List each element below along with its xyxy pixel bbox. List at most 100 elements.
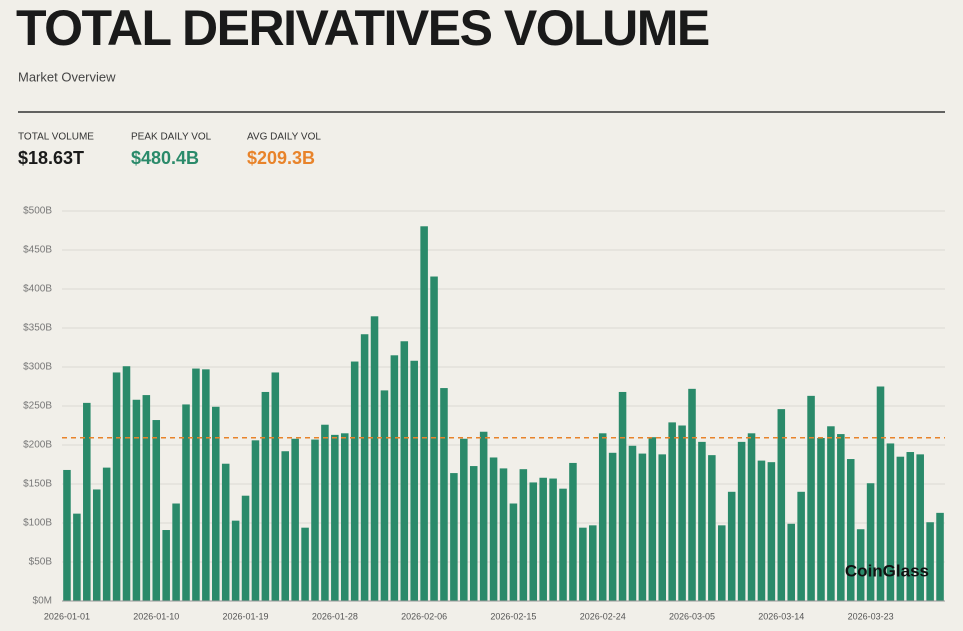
bar bbox=[876, 386, 885, 601]
bar bbox=[479, 431, 488, 601]
x-tick-label: 2026-01-19 bbox=[223, 611, 269, 621]
watermark: CoinGlass bbox=[845, 561, 929, 580]
bar bbox=[162, 530, 170, 601]
bar bbox=[807, 395, 815, 601]
bar bbox=[83, 402, 91, 601]
bar bbox=[579, 527, 587, 601]
y-tick-label: $250B bbox=[23, 401, 52, 412]
bar bbox=[132, 399, 141, 601]
bar bbox=[420, 226, 428, 601]
y-tick-label: $350B bbox=[23, 323, 52, 334]
bar bbox=[73, 513, 81, 601]
bar bbox=[430, 276, 438, 601]
bar bbox=[598, 433, 607, 601]
stat-value: $480.4B bbox=[131, 148, 199, 168]
x-tick-label: 2026-03-14 bbox=[758, 611, 804, 621]
bar bbox=[708, 455, 716, 601]
chart-subtitle: Market Overview bbox=[18, 69, 116, 84]
y-tick-label: $500B bbox=[23, 206, 52, 217]
bar bbox=[212, 406, 220, 601]
bar bbox=[231, 520, 240, 601]
bar bbox=[856, 529, 865, 601]
y-tick-label: $200B bbox=[23, 440, 52, 451]
bar bbox=[866, 483, 875, 601]
y-tick-label: $300B bbox=[23, 362, 52, 373]
bar bbox=[648, 437, 657, 601]
bar bbox=[698, 441, 706, 601]
stat-label: TOTAL VOLUME bbox=[18, 132, 94, 143]
bar bbox=[827, 426, 835, 601]
bar bbox=[896, 456, 905, 601]
bar bbox=[261, 391, 270, 601]
bar bbox=[390, 355, 399, 601]
bar bbox=[589, 525, 597, 601]
bar bbox=[410, 360, 418, 601]
bar bbox=[559, 488, 567, 601]
x-tick-label: 2026-02-06 bbox=[401, 611, 447, 621]
x-tick-label: 2026-01-01 bbox=[44, 611, 90, 621]
bar bbox=[767, 462, 776, 601]
bar bbox=[360, 334, 369, 601]
bar bbox=[311, 439, 319, 601]
bar bbox=[321, 424, 329, 601]
bar bbox=[469, 466, 478, 601]
bar bbox=[172, 503, 180, 601]
bar bbox=[678, 425, 686, 601]
bar bbox=[737, 441, 746, 601]
chart-title: TOTAL DERIVATIVES VOLUME bbox=[16, 0, 709, 56]
stat-value: $18.63T bbox=[18, 148, 84, 168]
bar bbox=[92, 489, 101, 601]
bar bbox=[926, 522, 934, 601]
bar bbox=[846, 459, 855, 601]
bar bbox=[906, 452, 915, 601]
bar bbox=[747, 433, 756, 601]
bar bbox=[182, 404, 190, 601]
bar bbox=[717, 525, 726, 601]
bar bbox=[916, 454, 924, 601]
bar bbox=[450, 473, 458, 601]
bar bbox=[549, 478, 557, 601]
stat-value: $209.3B bbox=[247, 148, 315, 168]
bar bbox=[529, 482, 538, 601]
y-tick-label: $0M bbox=[33, 596, 52, 607]
bar bbox=[539, 477, 547, 601]
bar bbox=[102, 467, 111, 601]
bar bbox=[152, 420, 161, 601]
bar bbox=[271, 372, 280, 601]
stat-label: PEAK DAILY VOL bbox=[131, 132, 212, 143]
bar bbox=[400, 341, 409, 601]
bar bbox=[370, 316, 379, 601]
bar bbox=[221, 463, 230, 601]
bar bbox=[340, 433, 349, 601]
bar bbox=[608, 452, 617, 601]
x-tick-label: 2026-02-15 bbox=[490, 611, 536, 621]
bar bbox=[797, 491, 805, 601]
x-tick-label: 2026-03-05 bbox=[669, 611, 715, 621]
y-tick-label: $450B bbox=[23, 245, 52, 256]
bar bbox=[112, 372, 121, 601]
bar bbox=[569, 462, 577, 601]
x-tick-label: 2026-01-28 bbox=[312, 611, 358, 621]
bar bbox=[886, 443, 895, 601]
x-tick-label: 2026-01-10 bbox=[133, 611, 179, 621]
x-tick-label: 2026-03-23 bbox=[848, 611, 894, 621]
bar bbox=[727, 491, 736, 601]
x-tick-label: 2026-02-24 bbox=[580, 611, 626, 621]
bar bbox=[936, 512, 944, 601]
bar bbox=[757, 460, 766, 601]
bar bbox=[509, 503, 518, 601]
bar bbox=[817, 437, 825, 601]
bar bbox=[638, 453, 647, 601]
y-tick-label: $50B bbox=[29, 557, 53, 568]
bar bbox=[63, 469, 71, 601]
bar bbox=[281, 451, 290, 601]
bar bbox=[291, 438, 299, 601]
bar bbox=[122, 366, 131, 601]
bar bbox=[241, 495, 250, 601]
bar bbox=[380, 390, 389, 601]
bar bbox=[192, 368, 200, 601]
y-tick-label: $150B bbox=[23, 479, 52, 490]
bar bbox=[837, 434, 845, 601]
